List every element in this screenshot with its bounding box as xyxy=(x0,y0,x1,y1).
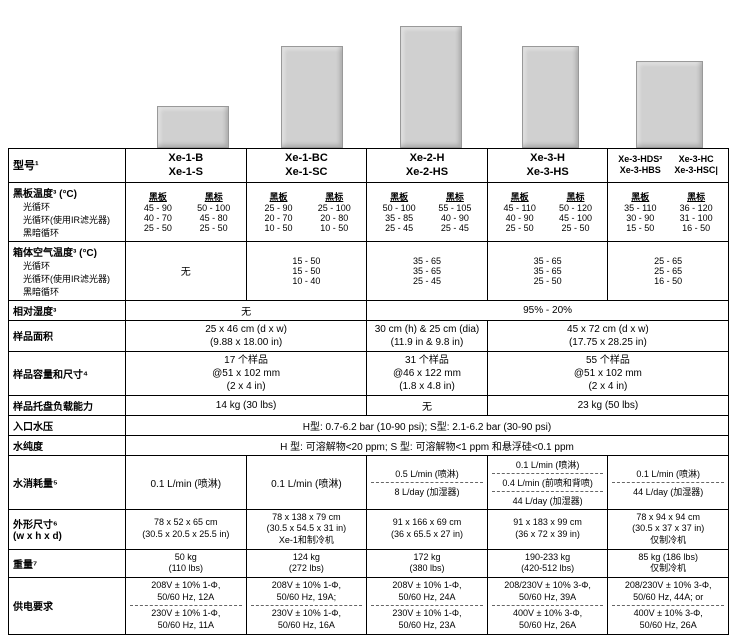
wc-c1: 0.1 L/min (喷淋) xyxy=(126,455,247,509)
humidity-right: 95% - 20% xyxy=(367,300,729,320)
label-water-cons: 水消耗量⁵ xyxy=(9,455,126,509)
pw-c5: 208/230V ± 10% 3-Φ,50/60 Hz, 44A; or400V… xyxy=(608,578,729,635)
product-image-1 xyxy=(157,106,229,148)
bp-c5: 黑板黑标 35 - 11036 - 120 30 - 9031 - 100 15… xyxy=(608,182,729,241)
label-dims: 外形尺寸⁶(w x h x d) xyxy=(9,509,126,549)
humidity-left: 无 xyxy=(126,300,367,320)
dims-c5: 78 x 94 x 94 cm(30.5 x 37 x 37 in)仅制冷机 xyxy=(608,509,729,549)
label-tray: 样品托盘负载能力 xyxy=(9,395,126,415)
model-3: Xe-2-HXe-2-HS xyxy=(367,149,488,183)
cap-c45: 55 个样品@51 x 102 mm(2 x 4 in) xyxy=(487,351,728,395)
model-4: Xe-3-HXe-3-HS xyxy=(487,149,608,183)
model-5-6: Xe-3-HDS²Xe-3-HBS Xe-3-HCXe-3-HSC| xyxy=(608,149,729,183)
air-c4: 35 - 6535 - 6525 - 50 xyxy=(487,241,608,300)
wt-c5: 85 kg (186 lbs)仅制冷机 xyxy=(608,549,729,577)
dims-c2: 78 x 138 x 79 cm(30.5 x 54.5 x 31 in)Xe-… xyxy=(246,509,367,549)
tray-c12: 14 kg (30 lbs) xyxy=(126,395,367,415)
product-image-4 xyxy=(522,46,579,148)
air-c5: 25 - 6525 - 6516 - 50 xyxy=(608,241,729,300)
tray-c45: 23 kg (50 lbs) xyxy=(487,395,728,415)
area-c45: 45 x 72 cm (d x w)(17.75 x 28.25 in) xyxy=(487,320,728,351)
dims-c4: 91 x 183 x 99 cm(36 x 72 x 39 in) xyxy=(487,509,608,549)
wc-c4: 0.1 L/min (喷淋) 0.4 L/min (前喷和背喷) 44 L/da… xyxy=(487,455,608,509)
label-purity: 水纯度 xyxy=(9,435,126,455)
pw-c3: 208V ± 10% 1-Φ,50/60 Hz, 24A230V ± 10% 1… xyxy=(367,578,488,635)
label-weight: 重量⁷ xyxy=(9,549,126,577)
product-image-5 xyxy=(636,61,703,148)
wt-c2: 124 kg(272 lbs) xyxy=(246,549,367,577)
label-model: 型号¹ xyxy=(9,149,126,183)
bp-c4: 黑板黑标 45 - 11050 - 120 40 - 9045 - 100 25… xyxy=(487,182,608,241)
air-c2: 15 - 5015 - 5010 - 40 xyxy=(246,241,367,300)
wt-c1: 50 kg(110 lbs) xyxy=(126,549,247,577)
tray-c3: 无 xyxy=(367,395,488,415)
area-c12: 25 x 46 cm (d x w)(9.88 x 18.00 in) xyxy=(126,320,367,351)
purity-val: H 型: 可溶解物<20 ppm; S 型: 可溶解物<1 ppm 和悬浮硅<0… xyxy=(126,435,729,455)
area-c3: 30 cm (h) & 25 cm (dia)(11.9 in & 9.8 in… xyxy=(367,320,488,351)
product-image-3 xyxy=(400,26,462,148)
dims-c3: 91 x 166 x 69 cm(36 x 65.5 x 27 in) xyxy=(367,509,488,549)
label-inlet: 入口水压 xyxy=(9,415,126,435)
wc-c3: 0.5 L/min (喷淋)8 L/day (加湿器) xyxy=(367,455,488,509)
model-2: Xe-1-BCXe-1-SC xyxy=(246,149,367,183)
dims-c1: 78 x 52 x 65 cm(30.5 x 20.5 x 25.5 in) xyxy=(126,509,247,549)
label-bp-temp: 黑板温度³ (°C) 光循环 光循环(使用IR滤光器) 黑暗循环 xyxy=(9,182,126,241)
wt-c3: 172 kg(380 lbs) xyxy=(367,549,488,577)
wt-c4: 190-233 kg(420-512 lbs) xyxy=(487,549,608,577)
cap-c12: 17 个样品@51 x 102 mm(2 x 4 in) xyxy=(126,351,367,395)
bp-c1: 黑板黑标 45 - 9050 - 100 40 - 7045 - 80 25 -… xyxy=(126,182,247,241)
cap-c3: 31 个样品@46 x 122 mm(1.8 x 4.8 in) xyxy=(367,351,488,395)
model-1: Xe-1-BXe-1-S xyxy=(126,149,247,183)
product-images-row xyxy=(8,8,729,148)
pw-c4: 208/230V ± 10% 3-Φ,50/60 Hz, 39A400V ± 1… xyxy=(487,578,608,635)
air-c1: 无 xyxy=(126,241,247,300)
inlet-val: H型: 0.7-6.2 bar (10-90 psi); S型: 2.1-6.2… xyxy=(126,415,729,435)
product-image-2 xyxy=(281,46,343,148)
wc-c5: 0.1 L/min (喷淋)44 L/day (加湿器) xyxy=(608,455,729,509)
pw-c1: 208V ± 10% 1-Φ,50/60 Hz, 12A230V ± 10% 1… xyxy=(126,578,247,635)
pw-c2: 208V ± 10% 1-Φ,50/60 Hz, 19A;230V ± 10% … xyxy=(246,578,367,635)
label-air-temp: 箱体空气温度³ (°C) 光循环 光循环(使用IR滤光器) 黑暗循环 xyxy=(9,241,126,300)
label-humidity: 相对湿度³ xyxy=(9,300,126,320)
bp-c2: 黑板黑标 25 - 9025 - 100 20 - 7020 - 80 10 -… xyxy=(246,182,367,241)
label-sample-area: 样品面积 xyxy=(9,320,126,351)
label-capacity: 样品容量和尺寸⁴ xyxy=(9,351,126,395)
bp-c3: 黑板黑标 50 - 10055 - 105 35 - 8540 - 90 25 … xyxy=(367,182,488,241)
air-c3: 35 - 6535 - 6525 - 45 xyxy=(367,241,488,300)
label-power: 供电要求 xyxy=(9,578,126,635)
spec-table: 型号¹ Xe-1-BXe-1-S Xe-1-BCXe-1-SC Xe-2-HXe… xyxy=(8,148,729,635)
wc-c2: 0.1 L/min (喷淋) xyxy=(246,455,367,509)
